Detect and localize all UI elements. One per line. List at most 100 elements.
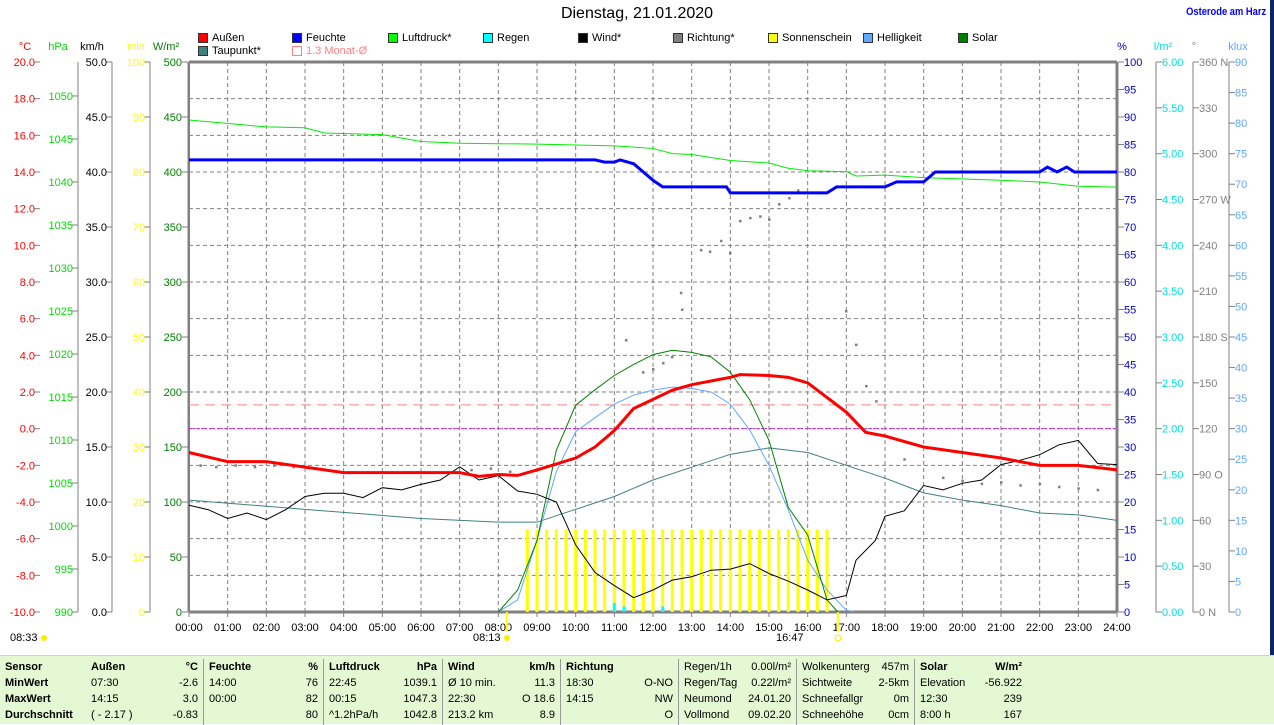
legend-label: 1.3 Monat-Ø: [306, 44, 368, 57]
axis-label-pct: 30: [1124, 442, 1136, 454]
cell-value: -0.83: [172, 709, 198, 721]
cell-value: hPa: [416, 661, 437, 673]
axis-label-kmh: 0.0: [92, 607, 107, 619]
axis-label-pct: 60: [1124, 277, 1136, 289]
direction-dot: [768, 218, 771, 221]
axis-label-temp: -8.0: [16, 570, 35, 582]
series-line-solar: [497, 349, 839, 613]
axis-label-deg: 90 O: [1199, 470, 1223, 482]
table-row: 14:15 3.0: [86, 691, 203, 707]
cell-label: 22:45: [329, 677, 357, 689]
axis-label-hpa: 990: [55, 607, 73, 619]
cell-value: 80: [305, 709, 318, 721]
cell-label: 213.2 km: [448, 709, 494, 721]
direction-dot: [942, 476, 945, 480]
axis-label-hpa: 1035: [49, 220, 73, 232]
legend-item: Taupunkt*: [198, 44, 261, 57]
axis-label-hpa: 1025: [49, 306, 73, 318]
axis-label-hpa: 1015: [49, 392, 73, 404]
cell-label: Ø 10 min.: [448, 677, 496, 689]
cell-label: Wolkenunterg: [802, 661, 870, 673]
direction-dot: [234, 464, 237, 467]
table-row: 80: [204, 707, 323, 723]
table-row: Ø 10 min. 11.3: [443, 675, 560, 691]
axis-label-kmh: 5.0: [92, 552, 107, 564]
axis-label-temp: -4.0: [16, 497, 35, 509]
cell-value: km/h: [529, 661, 555, 673]
axis-label-lm2: 2.50: [1162, 378, 1183, 390]
cell-value: 0.00l/m²: [751, 661, 791, 673]
axis-label-min: 0: [139, 607, 145, 619]
axis-label-pct: 35: [1124, 415, 1136, 427]
x-tick-label: 00:00: [175, 622, 203, 634]
table-column: Wind km/h Ø 10 min. 11.3 22:30 O 18.6 213.2 km…: [443, 659, 561, 725]
direction-dot: [670, 355, 674, 359]
legend-swatch-icon: [292, 32, 302, 43]
axis-label-klux: 25: [1235, 454, 1247, 466]
direction-dot: [662, 361, 665, 365]
moonrise-time: 08:33: [10, 632, 38, 644]
cell-value: 167: [1003, 709, 1022, 721]
direction-dot: [961, 479, 964, 483]
sunshine-bar: [612, 529, 616, 612]
sunshine-bar: [728, 529, 732, 612]
axis-label-pct: 0: [1124, 607, 1130, 619]
rain-bar: [612, 602, 616, 612]
axis-label-klux: 5: [1235, 576, 1241, 588]
legend-label: Regen: [497, 31, 530, 44]
legend-swatch-icon: [578, 32, 588, 43]
cell-value: °C: [185, 661, 198, 673]
sunshine-bar: [583, 529, 587, 612]
cell-value: 0m: [893, 693, 909, 705]
axis-label-temp: 18.0: [14, 94, 35, 106]
cell-label: Feuchte: [209, 661, 252, 673]
x-tick-label: 18:00: [871, 622, 899, 634]
cell-label: 8:00 h: [920, 709, 951, 721]
rain-bar: [622, 606, 626, 612]
direction-dot: [508, 470, 512, 473]
x-tick-label: 21:00: [987, 622, 1015, 634]
table-row: Regen/1h 0.00l/m²: [679, 659, 796, 675]
axis-label-klux: 40: [1235, 363, 1247, 375]
cell-value: O-NO: [644, 677, 673, 689]
direction-dot: [728, 251, 732, 255]
axis-label-klux: 90: [1235, 57, 1247, 69]
x-tick-label: 20:00: [949, 622, 977, 634]
axis-label-deg: 210: [1199, 286, 1217, 298]
axis-label-lm2: 1.50: [1162, 470, 1183, 482]
sunshine-bar: [786, 529, 790, 612]
axis-label-temp: -10.0: [10, 607, 35, 619]
axis-label-lm2: 4.00: [1162, 240, 1183, 252]
legend-swatch-icon: [958, 32, 968, 43]
series-line-feuchte: [189, 158, 1117, 195]
rain-bar: [661, 606, 665, 612]
direction-dot: [624, 339, 628, 342]
station-link[interactable]: Osterode am Harz: [1185, 6, 1266, 18]
axis-label-wm2: 100: [164, 497, 182, 509]
cell-value: -2.6: [179, 677, 198, 689]
table-column: Außen °C 07:30 -2.6 14:15 3.0 ( - 2.17 ) -0.83: [86, 659, 204, 725]
direction-dot: [797, 189, 800, 192]
axis-label-pct: 40: [1124, 387, 1136, 399]
direction-dot: [215, 465, 218, 469]
axis-label-temp: 2.0: [20, 387, 35, 399]
axis-label-temp: 20.0: [14, 57, 35, 69]
legend-item: Helligkeit: [863, 31, 922, 44]
axis-label-klux: 45: [1235, 332, 1247, 344]
direction-dot: [844, 310, 848, 313]
axis-unit-klux: klux: [1228, 41, 1248, 53]
axis-label-deg: 330: [1199, 103, 1217, 115]
table-column: Luftdruck hPa 22:45 1039.1 00:15 1047.3 ^1.2hP…: [324, 659, 443, 725]
axis-label-min: 30: [133, 442, 145, 454]
legend-swatch-icon: [863, 32, 873, 43]
axis-unit-min: min: [127, 41, 145, 53]
axis-label-pct: 85: [1124, 140, 1136, 152]
axis-label-kmh: 40.0: [86, 167, 107, 179]
direction-dot: [903, 458, 906, 461]
axis-label-hpa: 1000: [49, 521, 73, 533]
axis-label-lm2: 2.00: [1162, 424, 1183, 436]
cell-value: NW: [654, 693, 673, 705]
axis-label-pct: 80: [1124, 167, 1136, 179]
axis-label-pct: 50: [1124, 332, 1136, 344]
axis-label-min: 90: [133, 112, 145, 124]
